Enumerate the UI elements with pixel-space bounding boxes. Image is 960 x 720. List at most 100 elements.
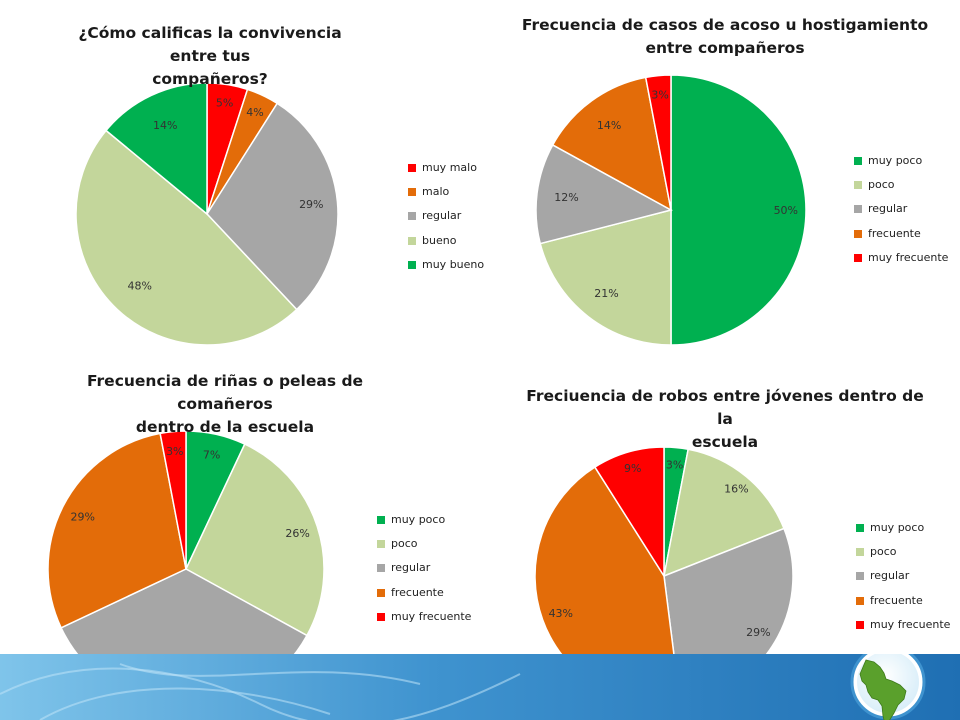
footer-band-fill bbox=[0, 654, 960, 720]
legend-label: muy bueno bbox=[422, 257, 485, 271]
legend-item: poco bbox=[856, 545, 950, 569]
legend-label: muy poco bbox=[868, 154, 923, 167]
legend-item: regular bbox=[408, 209, 484, 233]
data-label: 3% bbox=[651, 88, 668, 101]
legend-swatch bbox=[854, 253, 862, 262]
data-label: 16% bbox=[724, 483, 748, 496]
legend-swatch bbox=[856, 572, 864, 581]
data-label: 29% bbox=[70, 510, 94, 523]
legend-label: muy frecuente bbox=[868, 250, 949, 264]
legend-item: muy frecuente bbox=[377, 610, 471, 634]
pie-slice bbox=[551, 76, 673, 212]
chart-1-title: ¿Cómo calificas la convivencia entre tus… bbox=[60, 22, 360, 91]
data-label: 3% bbox=[166, 445, 183, 458]
legend-swatch bbox=[408, 164, 416, 172]
pie-chart-2: 50% 21% 12% 14% 3% bbox=[535, 74, 807, 346]
legend-label: frecuente bbox=[870, 593, 923, 607]
legend-item: frecuente bbox=[854, 227, 948, 251]
footer-swirls bbox=[0, 663, 521, 720]
data-label: 48% bbox=[127, 280, 151, 293]
footer-band bbox=[0, 654, 960, 720]
pie-slice bbox=[670, 74, 807, 346]
chart-1-title-line-2: compañeros? bbox=[152, 70, 268, 88]
legend-item: regular bbox=[377, 561, 471, 585]
legend-item: regular bbox=[854, 202, 948, 226]
legend-label: poco bbox=[391, 537, 418, 551]
legend-swatch bbox=[854, 181, 862, 190]
legend-swatch bbox=[408, 188, 416, 197]
legend-swatch bbox=[377, 588, 385, 597]
data-label: 29% bbox=[299, 198, 323, 211]
legend-swatch bbox=[377, 612, 385, 621]
data-label: 5% bbox=[216, 97, 233, 110]
chart-3-legend: muy poco poco regular frecuente muy frec… bbox=[377, 513, 471, 634]
pie-slice bbox=[644, 74, 672, 211]
data-label: 26% bbox=[285, 527, 309, 540]
legend-label: muy frecuente bbox=[870, 617, 951, 631]
latin-america-map-icon bbox=[850, 654, 926, 720]
legend-swatch bbox=[854, 229, 862, 238]
legend-label: poco bbox=[868, 178, 895, 192]
data-label: 50% bbox=[774, 204, 798, 217]
legend-label: bueno bbox=[422, 233, 457, 247]
pie-slice bbox=[206, 102, 339, 311]
pie-slice bbox=[593, 446, 665, 579]
legend-label: muy malo bbox=[422, 161, 477, 174]
chart-3-title-line-1: Frecuencia de riñas o peleas de comañero… bbox=[86, 372, 364, 413]
legend-item: frecuente bbox=[856, 594, 950, 618]
legend-label: muy poco bbox=[870, 521, 925, 534]
data-label: 4% bbox=[246, 106, 263, 119]
legend-item: muy bueno bbox=[408, 258, 484, 282]
data-label: 9% bbox=[624, 462, 641, 475]
data-label: 14% bbox=[597, 119, 621, 132]
chart-2-title: Frecuencia de casos de acoso u hostigami… bbox=[520, 14, 930, 60]
legend-label: frecuente bbox=[391, 585, 444, 599]
legend-swatch bbox=[856, 524, 864, 532]
legend-label: regular bbox=[422, 209, 462, 223]
data-label: 21% bbox=[594, 287, 618, 300]
legend-item: malo bbox=[408, 185, 484, 209]
legend-swatch bbox=[854, 157, 862, 165]
chart-4-title-line-1: Freciuencia de robos entre jóvenes dentr… bbox=[526, 387, 924, 428]
data-label: 12% bbox=[554, 191, 578, 204]
legend-swatch bbox=[408, 212, 416, 221]
legend-label: frecuente bbox=[868, 226, 921, 240]
legend-item: poco bbox=[854, 178, 948, 202]
data-label: 14% bbox=[153, 119, 177, 132]
chart-3-title-line-2: dentro de la escuela bbox=[135, 418, 315, 436]
map-logo-land bbox=[859, 659, 907, 720]
legend-label: regular bbox=[391, 561, 431, 575]
chart-4-title-line-2: escuela bbox=[691, 433, 759, 451]
legend-label: poco bbox=[870, 545, 897, 559]
chart-2-title-line-1: Frecuencia de casos de acoso u hostigami… bbox=[521, 16, 929, 34]
legend-swatch bbox=[408, 260, 416, 269]
legend-item: muy malo bbox=[408, 161, 484, 185]
chart-4-legend: muy poco poco regular frecuente muy frec… bbox=[856, 521, 950, 642]
pie-slice bbox=[539, 209, 672, 346]
legend-item: muy poco bbox=[856, 521, 950, 545]
legend-swatch bbox=[377, 516, 385, 524]
legend-item: muy frecuente bbox=[856, 618, 950, 642]
pie-slice bbox=[105, 82, 208, 216]
legend-swatch bbox=[856, 620, 864, 629]
legend-item: regular bbox=[856, 569, 950, 593]
legend-label: muy poco bbox=[391, 513, 446, 526]
pie-slice bbox=[47, 432, 187, 629]
legend-item: bueno bbox=[408, 234, 484, 258]
pie-chart-1: 5% 4% 29% 48% 14% bbox=[75, 82, 339, 346]
legend-swatch bbox=[854, 205, 862, 214]
chart-3-title: Frecuencia de riñas o peleas de comañero… bbox=[40, 370, 410, 439]
legend-swatch bbox=[377, 540, 385, 549]
data-label: 7% bbox=[203, 449, 220, 462]
chart-1-legend: muy malo malo regular bueno muy bueno bbox=[408, 161, 484, 282]
legend-item: frecuente bbox=[377, 586, 471, 610]
chart-4-title: Freciuencia de robos entre jóvenes dentr… bbox=[520, 385, 930, 454]
chart-2-title-line-2: entre compañeros bbox=[645, 39, 805, 57]
legend-swatch bbox=[856, 548, 864, 557]
legend-label: malo bbox=[422, 185, 450, 199]
data-label: 3% bbox=[666, 458, 683, 471]
legend-swatch bbox=[408, 236, 416, 245]
chart-2-legend: muy poco poco regular frecuente muy frec… bbox=[854, 154, 948, 275]
